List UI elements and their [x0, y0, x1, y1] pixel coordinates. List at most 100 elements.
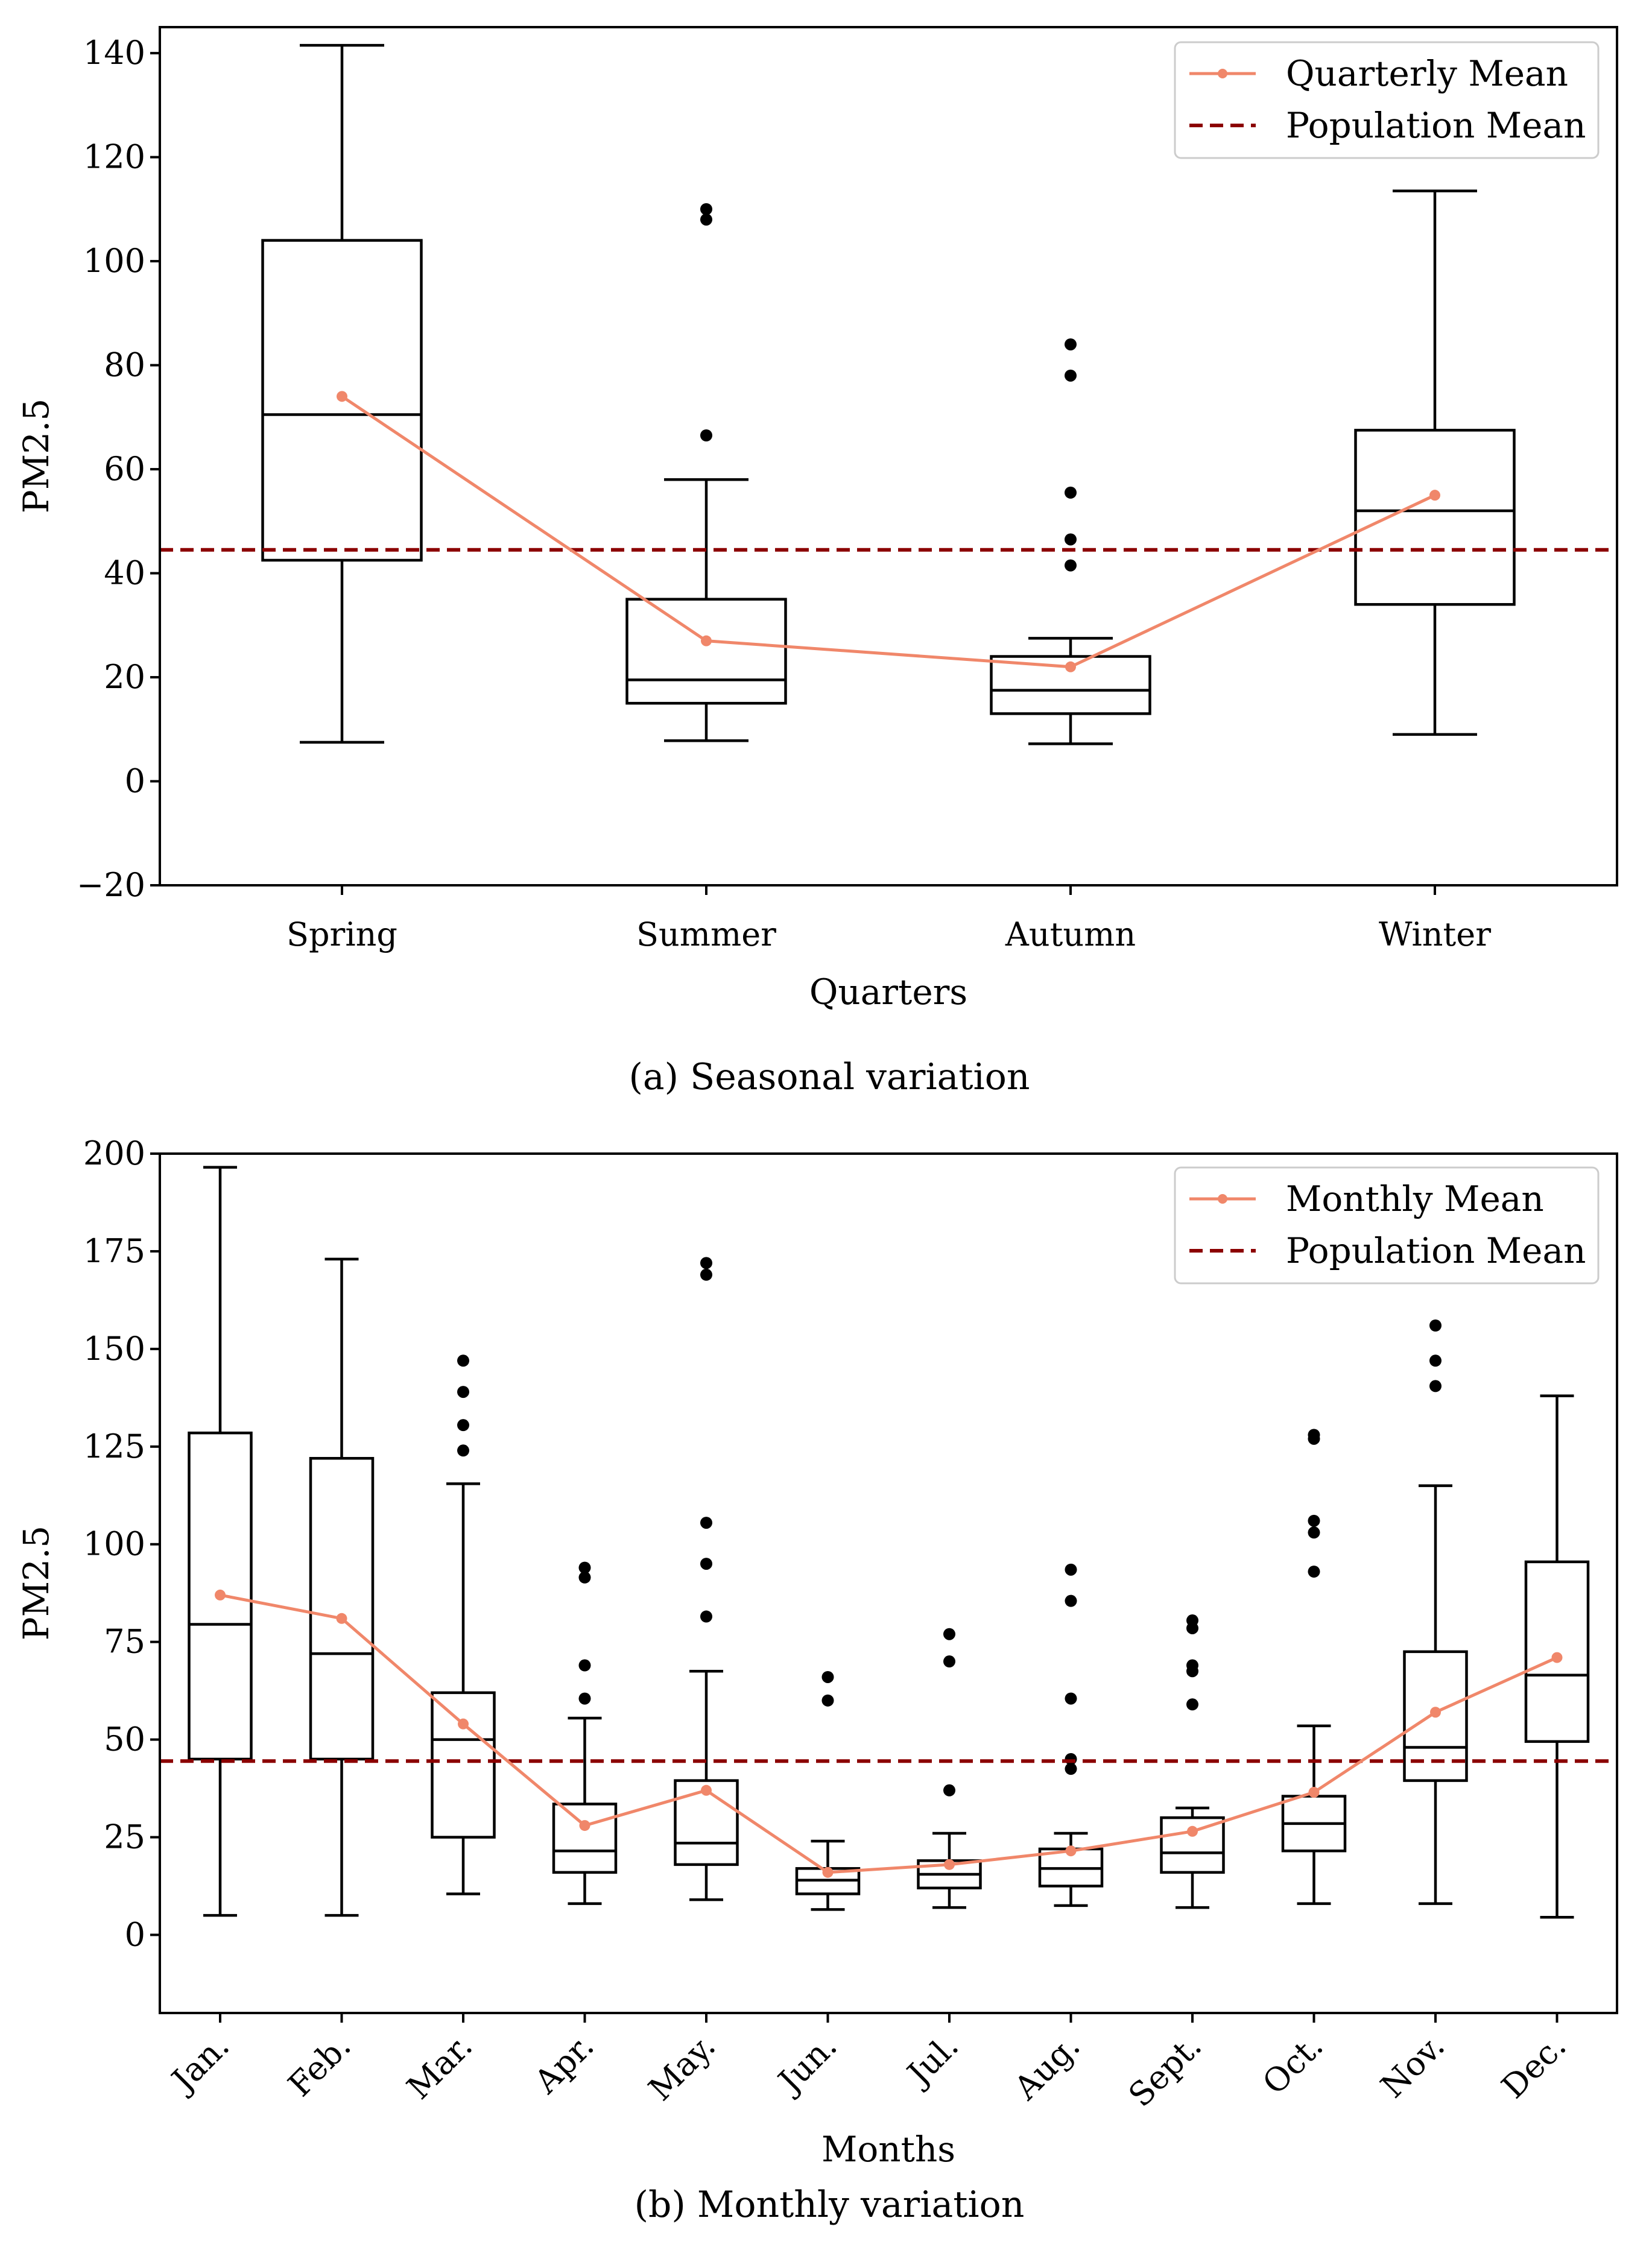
iqr-box — [261, 239, 423, 562]
seasonal-x-tick-label: Winter — [1379, 915, 1491, 953]
seasonal-plot-area: −20 0 20 40 60 80 100 120 140 Spring Summer Autumn W… — [77, 34, 1617, 953]
seasonal-chart: −20 0 20 40 60 80 100 120 140 Spring Summer Autumn W… — [16, 26, 1618, 1098]
monthly-mean-point — [1308, 1787, 1320, 1798]
seasonal-x-tick-label: Autumn — [1005, 915, 1136, 953]
outlier-point — [1186, 1659, 1198, 1672]
outlier-point — [1065, 486, 1077, 499]
seasonal-y-tick-label: 20 — [104, 658, 145, 696]
monthly-y-tick-label: 75 — [104, 1623, 145, 1661]
seasonal-box-1 — [261, 43, 423, 744]
monthly-y-tick-label: 0 — [125, 1915, 145, 1953]
monthly-box-4 — [552, 1561, 618, 1905]
outlier-point — [457, 1354, 469, 1367]
outlier-point — [1065, 1763, 1077, 1775]
monthly-box-10 — [1281, 1429, 1347, 1905]
monthly-mean-point — [1187, 1825, 1198, 1837]
outlier-point — [700, 1558, 712, 1570]
outlier-point — [457, 1419, 469, 1432]
monthly-y-tick-label: 150 — [83, 1330, 145, 1368]
outlier-point — [457, 1444, 469, 1457]
seasonal-mean-series-line — [341, 395, 1436, 669]
monthly-y-tick-label: 175 — [83, 1232, 145, 1270]
outlier-point — [1065, 338, 1077, 351]
iqr-box — [674, 1779, 739, 1866]
monthly-y-tick-label: 25 — [104, 1818, 145, 1856]
monthly-box-1 — [188, 1166, 253, 1917]
monthly-plot-frame — [159, 1152, 1618, 2014]
iqr-box — [552, 1803, 618, 1874]
outlier-point — [1065, 369, 1077, 382]
seasonal-mean-point — [337, 391, 347, 402]
outlier-point — [1308, 1514, 1320, 1527]
monthly-box-9 — [1160, 1614, 1225, 1909]
monthly-box-11 — [1403, 1319, 1468, 1905]
monthly-box-5 — [674, 1257, 739, 1901]
outlier-point — [1308, 1526, 1320, 1539]
monthly-legend-population-label: Population Mean — [1286, 1230, 1586, 1271]
monthly-mean-point — [215, 1589, 226, 1601]
seasonal-box-4 — [1354, 189, 1516, 736]
outlier-point — [1065, 533, 1077, 546]
outlier-point — [1429, 1319, 1442, 1332]
seasonal-y-tick-label: 80 — [104, 346, 145, 384]
monthly-legend-mean-label: Monthly Mean — [1286, 1178, 1544, 1219]
monthly-box-2 — [309, 1257, 375, 1917]
monthly-y-axis-label: PM2.5 — [16, 1526, 57, 1641]
monthly-box-6 — [795, 1670, 861, 1911]
outlier-point — [457, 1386, 469, 1398]
iqr-box — [431, 1691, 496, 1839]
iqr-box — [309, 1456, 375, 1761]
monthly-legend-frame — [1174, 1166, 1600, 1285]
outlier-point — [1065, 1752, 1077, 1765]
seasonal-x-tick-label: Spring — [286, 915, 397, 953]
outlier-point — [700, 213, 712, 226]
seasonal-legend-frame — [1174, 41, 1600, 159]
iqr-box — [990, 655, 1151, 715]
monthly-y-tick-label: 125 — [83, 1427, 145, 1465]
iqr-box — [625, 598, 787, 705]
outlier-point — [700, 1268, 712, 1281]
monthly-y-tick-label: 200 — [83, 1134, 145, 1172]
seasonal-y-tick-label: 60 — [104, 450, 145, 488]
outlier-point — [578, 1659, 591, 1672]
outlier-point — [700, 1257, 712, 1269]
monthly-mean-point — [579, 1820, 590, 1831]
iqr-box — [1160, 1816, 1225, 1874]
seasonal-box-3 — [990, 338, 1151, 745]
iqr-box — [1403, 1650, 1468, 1782]
outlier-point — [578, 1692, 591, 1705]
monthly-x-axis-label: Months — [821, 2129, 955, 2170]
monthly-mean-point — [701, 1784, 712, 1796]
seasonal-y-tick-label: 0 — [125, 762, 145, 800]
monthly-mean-series-line — [220, 1593, 1558, 1874]
outlier-point — [1308, 1429, 1320, 1441]
outlier-point — [700, 203, 712, 215]
seasonal-x-tick-label: Summer — [636, 915, 776, 953]
seasonal-x-axis-label: Quarters — [809, 972, 967, 1013]
outlier-point — [1308, 1566, 1320, 1578]
monthly-mean-point — [336, 1613, 347, 1624]
outlier-point — [1429, 1380, 1442, 1392]
outlier-point — [700, 429, 712, 442]
outlier-point — [578, 1561, 591, 1574]
iqr-box — [188, 1431, 253, 1761]
outlier-point — [1429, 1354, 1442, 1367]
monthly-mean-point — [458, 1718, 469, 1730]
outlier-point — [700, 1610, 712, 1623]
outlier-point — [1065, 1563, 1077, 1576]
seasonal-y-tick-label: 100 — [83, 242, 145, 280]
seasonal-y-tick-label: 120 — [83, 138, 145, 176]
monthly-legend-mean-marker — [1218, 1194, 1227, 1204]
monthly-mean-point — [944, 1859, 955, 1870]
outlier-point — [1065, 1692, 1077, 1705]
seasonal-caption: (a) Seasonal variation — [628, 1056, 1030, 1098]
seasonal-y-tick-label: 140 — [83, 34, 145, 72]
monthly-y-tick-label: 100 — [83, 1525, 145, 1563]
seasonal-mean-point — [1429, 490, 1440, 501]
outlier-point — [700, 1517, 712, 1529]
outlier-point — [821, 1670, 834, 1683]
iqr-box — [1524, 1560, 1590, 1743]
monthly-mean-point — [1430, 1707, 1441, 1718]
outlier-point — [1186, 1614, 1198, 1627]
